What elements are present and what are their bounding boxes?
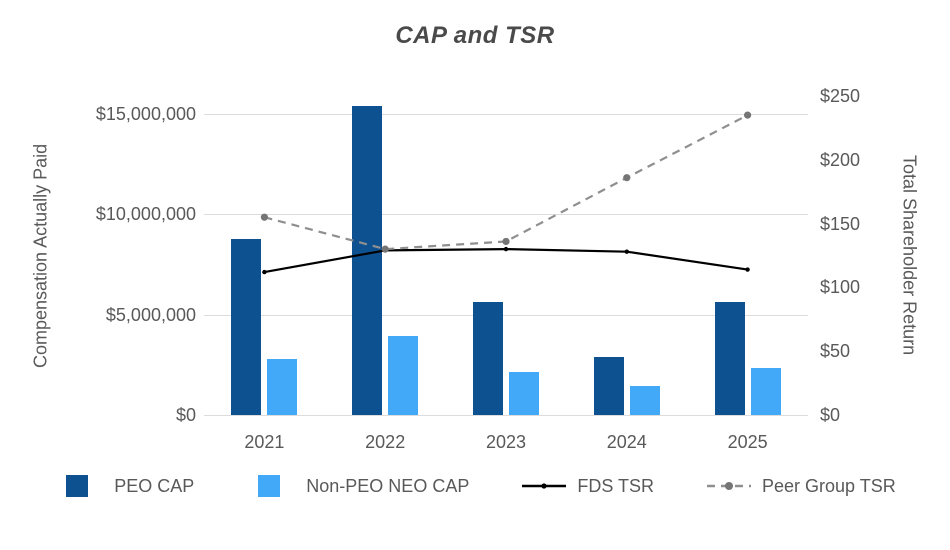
- left-tick-0: $0: [175, 405, 196, 425]
- marker-peer-group-tsr-2023: [502, 237, 510, 246]
- bar-peo-cap-2024: [593, 356, 624, 415]
- marker-fds-tsr-2023: [503, 246, 509, 252]
- x-label-2021: 2021: [244, 432, 285, 452]
- bar-non-peo-neo-cap-2025: [750, 367, 781, 415]
- legend-label-peo-cap: PEO CAP: [114, 475, 195, 496]
- bar-peo-cap-2021: [231, 239, 262, 415]
- marker-fds-tsr-2021: [262, 269, 267, 275]
- bar-peo-cap-2025: [714, 301, 745, 415]
- swatch-peo-cap: [66, 475, 89, 497]
- bar-peo-cap-2023: [473, 301, 503, 415]
- gridline-5000000: [204, 314, 808, 316]
- left-tick-5000000: $5,000,000: [105, 304, 196, 325]
- legend-key-peo-cap-swatch: [54, 474, 100, 498]
- legend-item-peo-cap: PEO CAP: [54, 474, 194, 498]
- bar-non-peo-neo-cap-2024: [629, 385, 660, 415]
- marker-peer-group-tsr-2024: [623, 174, 631, 182]
- line-series: [260, 111, 752, 275]
- line-peer-group-tsr: [264, 114, 749, 251]
- swatch-non-peo-neo-cap: [258, 475, 281, 497]
- legend-item-fds-tsr: FDS TSR: [521, 474, 654, 498]
- left-tick-15000000: $15,000,000: [95, 104, 196, 125]
- bar-peo-cap-2022: [352, 106, 383, 415]
- right-tick-150: $150: [820, 213, 861, 234]
- right-tick-250: $250: [820, 86, 861, 106]
- gridline-15000000: [204, 114, 808, 116]
- right-tick-100: $100: [820, 277, 861, 298]
- x-label-2025: 2025: [727, 432, 768, 452]
- right-tick-200: $200: [820, 149, 861, 170]
- legend-key-peer-group-tsr-line-icon: [706, 474, 752, 498]
- legend-item-non-peo-neo-cap: Non-PEO NEO CAP: [246, 474, 469, 498]
- gridline-0: [204, 415, 808, 416]
- x-label-2022: 2022: [365, 432, 406, 452]
- chart-title: CAP and TSR: [395, 22, 555, 49]
- left-tick-10000000: $10,000,000: [95, 204, 196, 225]
- x-label-2023: 2023: [485, 432, 527, 452]
- left-axis-title: Compensation Actually Paid: [30, 143, 51, 368]
- marker-fds-tsr-2024: [624, 249, 629, 254]
- fds-tsr-line-icon: [522, 483, 567, 489]
- legend-label-peer-group-tsr: Peer Group TSR: [762, 475, 896, 496]
- marker-fds-tsr-2025: [745, 267, 750, 272]
- marker-peer-group-tsr-2022: [381, 245, 389, 253]
- line-fds-tsr: [264, 248, 748, 274]
- bar-non-peo-neo-cap-2021: [267, 358, 298, 415]
- bar-non-peo-neo-cap-2023: [509, 371, 539, 415]
- x-label-2024: 2024: [606, 432, 647, 452]
- gridline-10000000: [204, 214, 808, 216]
- plot-area: [204, 96, 808, 416]
- legend: PEO CAP Non-PEO NEO CAP FDS TSR Peer Group …: [0, 474, 950, 498]
- bar-non-peo-neo-cap-2022: [388, 335, 419, 415]
- legend-label-non-peo-neo-cap: Non-PEO NEO CAP: [306, 475, 470, 496]
- marker-peer-group-tsr-2025: [744, 111, 752, 119]
- legend-item-peer-group-tsr: Peer Group TSR: [706, 474, 896, 498]
- peer-group-tsr-line-icon: [707, 482, 752, 490]
- legend-key-non-peo-neo-cap-swatch: [246, 474, 292, 498]
- legend-key-fds-tsr-line-icon: [521, 474, 567, 498]
- right-tick-0: $0: [820, 405, 841, 425]
- right-tick-50: $50: [820, 341, 851, 362]
- right-axis-title: Total Shareholder Return: [899, 155, 920, 356]
- legend-label-fds-tsr: FDS TSR: [577, 475, 655, 496]
- marker-peer-group-tsr-2021: [260, 213, 268, 221]
